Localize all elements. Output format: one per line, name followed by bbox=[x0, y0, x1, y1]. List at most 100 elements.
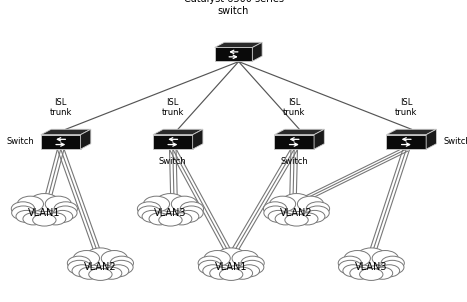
Polygon shape bbox=[252, 42, 262, 61]
Ellipse shape bbox=[178, 210, 199, 223]
Ellipse shape bbox=[159, 214, 182, 226]
Ellipse shape bbox=[232, 251, 258, 266]
Ellipse shape bbox=[219, 268, 243, 281]
Ellipse shape bbox=[372, 251, 398, 266]
Ellipse shape bbox=[29, 194, 59, 212]
Ellipse shape bbox=[269, 196, 296, 212]
Ellipse shape bbox=[264, 206, 287, 220]
Ellipse shape bbox=[71, 251, 130, 283]
Ellipse shape bbox=[232, 267, 253, 279]
Ellipse shape bbox=[282, 194, 311, 212]
Ellipse shape bbox=[14, 197, 74, 229]
Ellipse shape bbox=[149, 213, 170, 225]
Polygon shape bbox=[215, 47, 252, 61]
Ellipse shape bbox=[12, 206, 35, 220]
Ellipse shape bbox=[204, 251, 230, 266]
Text: VLAN2: VLAN2 bbox=[280, 208, 313, 218]
Polygon shape bbox=[153, 129, 203, 135]
Ellipse shape bbox=[275, 213, 296, 225]
Ellipse shape bbox=[16, 210, 36, 223]
Polygon shape bbox=[192, 129, 203, 149]
Ellipse shape bbox=[241, 260, 264, 274]
Text: VLAN3: VLAN3 bbox=[355, 262, 388, 272]
Ellipse shape bbox=[23, 213, 43, 225]
Ellipse shape bbox=[142, 210, 163, 223]
Ellipse shape bbox=[171, 213, 192, 225]
Ellipse shape bbox=[339, 260, 362, 274]
Ellipse shape bbox=[79, 267, 99, 279]
Ellipse shape bbox=[263, 202, 287, 216]
Ellipse shape bbox=[297, 196, 324, 212]
Ellipse shape bbox=[198, 256, 221, 270]
Ellipse shape bbox=[304, 210, 325, 223]
Ellipse shape bbox=[203, 265, 223, 277]
Polygon shape bbox=[426, 129, 436, 149]
Ellipse shape bbox=[45, 196, 71, 212]
Polygon shape bbox=[275, 129, 324, 135]
Ellipse shape bbox=[306, 202, 330, 216]
Ellipse shape bbox=[210, 267, 230, 279]
Ellipse shape bbox=[110, 260, 133, 274]
Text: VLAN2: VLAN2 bbox=[84, 262, 117, 272]
Text: ISL
trunk: ISL trunk bbox=[50, 98, 72, 117]
Ellipse shape bbox=[372, 267, 393, 279]
Text: Switch: Switch bbox=[280, 157, 308, 166]
Ellipse shape bbox=[85, 248, 115, 266]
Ellipse shape bbox=[297, 213, 318, 225]
Ellipse shape bbox=[350, 267, 370, 279]
Text: ISL
trunk: ISL trunk bbox=[162, 98, 184, 117]
Ellipse shape bbox=[108, 265, 129, 277]
Polygon shape bbox=[314, 129, 324, 149]
Polygon shape bbox=[153, 135, 192, 149]
Ellipse shape bbox=[344, 251, 370, 266]
Ellipse shape bbox=[268, 210, 289, 223]
Ellipse shape bbox=[73, 251, 99, 266]
Ellipse shape bbox=[17, 196, 43, 212]
Ellipse shape bbox=[54, 202, 78, 216]
Ellipse shape bbox=[379, 265, 400, 277]
Text: ISL
trunk: ISL trunk bbox=[395, 98, 417, 117]
Text: VLAN1: VLAN1 bbox=[215, 262, 248, 272]
Polygon shape bbox=[81, 129, 91, 149]
Ellipse shape bbox=[241, 256, 264, 270]
Ellipse shape bbox=[180, 206, 203, 220]
Ellipse shape bbox=[343, 265, 363, 277]
Ellipse shape bbox=[143, 196, 170, 212]
Ellipse shape bbox=[137, 202, 161, 216]
Ellipse shape bbox=[141, 197, 200, 229]
Ellipse shape bbox=[45, 213, 66, 225]
Ellipse shape bbox=[285, 214, 308, 226]
Polygon shape bbox=[387, 129, 436, 135]
Ellipse shape bbox=[356, 248, 386, 266]
Ellipse shape bbox=[360, 268, 383, 281]
Polygon shape bbox=[215, 42, 262, 47]
Ellipse shape bbox=[216, 248, 246, 266]
Polygon shape bbox=[387, 135, 426, 149]
Ellipse shape bbox=[180, 202, 204, 216]
Text: Switch: Switch bbox=[159, 157, 187, 166]
Polygon shape bbox=[41, 135, 81, 149]
Ellipse shape bbox=[239, 265, 260, 277]
Ellipse shape bbox=[68, 260, 91, 274]
Ellipse shape bbox=[267, 197, 326, 229]
Ellipse shape bbox=[89, 268, 112, 281]
Text: VLAN1: VLAN1 bbox=[28, 208, 61, 218]
Ellipse shape bbox=[101, 251, 127, 266]
Text: VLAN3: VLAN3 bbox=[154, 208, 187, 218]
Text: Switch: Switch bbox=[444, 137, 467, 146]
Ellipse shape bbox=[338, 256, 361, 270]
Ellipse shape bbox=[201, 251, 261, 283]
Ellipse shape bbox=[54, 206, 77, 220]
Ellipse shape bbox=[381, 256, 404, 270]
Polygon shape bbox=[275, 135, 314, 149]
Polygon shape bbox=[41, 129, 91, 135]
Ellipse shape bbox=[306, 206, 329, 220]
Ellipse shape bbox=[198, 260, 222, 274]
Text: ISL
trunk: ISL trunk bbox=[283, 98, 305, 117]
Ellipse shape bbox=[72, 265, 92, 277]
Ellipse shape bbox=[110, 256, 134, 270]
Ellipse shape bbox=[11, 202, 35, 216]
Text: Catalyst 6500 series
switch: Catalyst 6500 series switch bbox=[184, 0, 283, 16]
Ellipse shape bbox=[171, 196, 198, 212]
Ellipse shape bbox=[67, 256, 91, 270]
